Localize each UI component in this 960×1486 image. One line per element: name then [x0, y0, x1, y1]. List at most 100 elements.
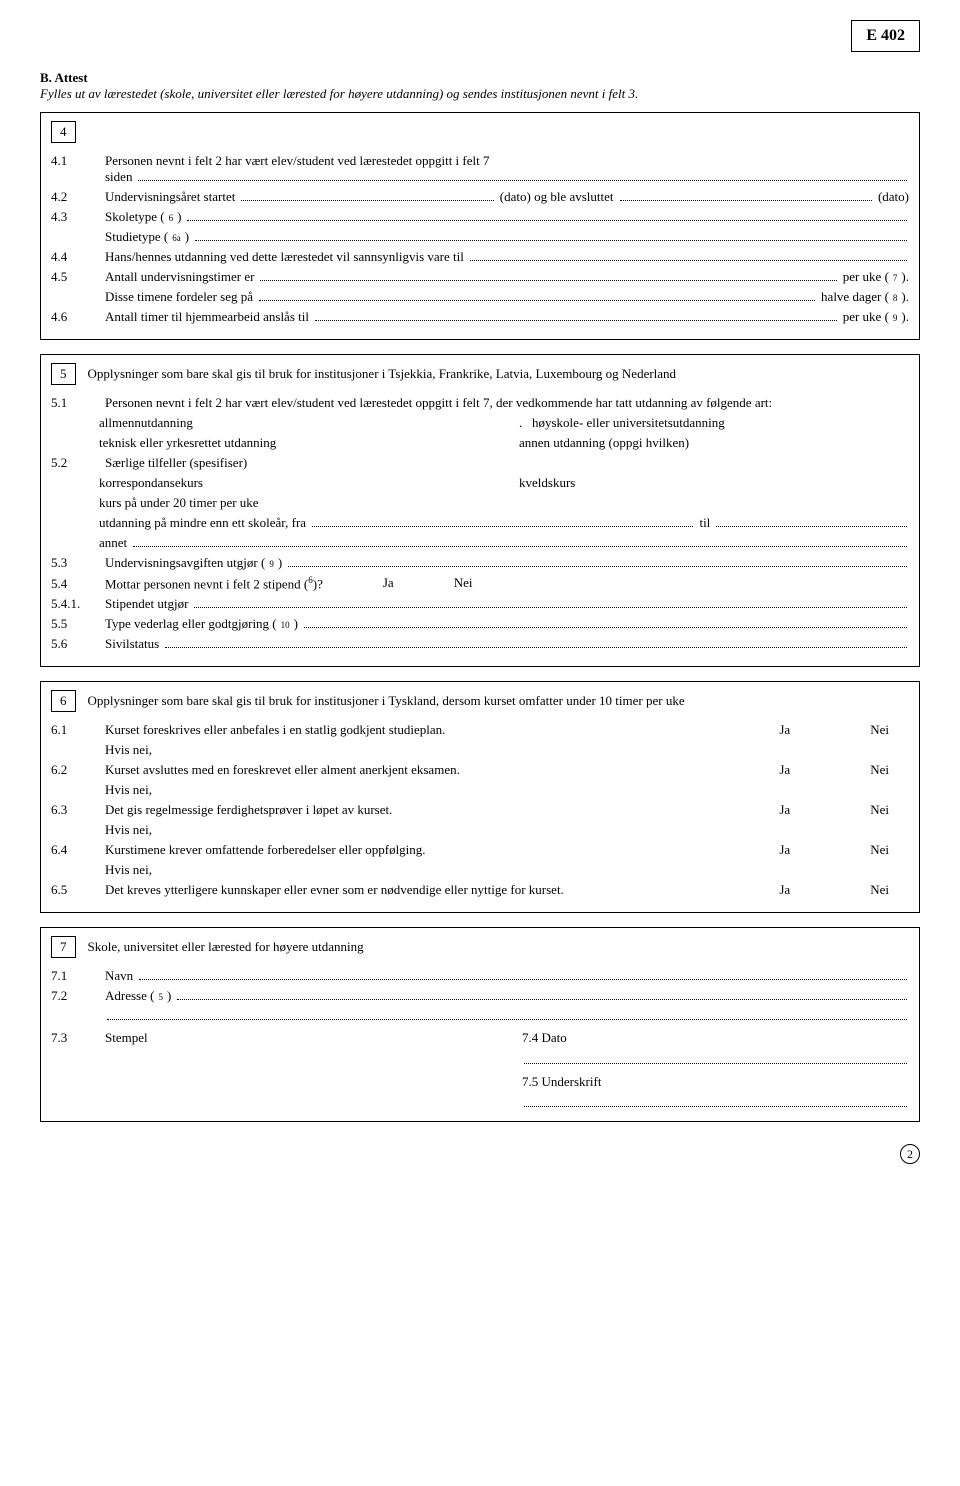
fill-line[interactable] [288, 555, 907, 567]
item-4-1-text-a: Personen nevnt i felt 2 har vært elev/st… [105, 153, 490, 168]
item-7-2-a: Adresse ( [105, 988, 154, 1004]
footnote-ref: 9 [893, 313, 898, 323]
fill-line[interactable] [716, 515, 907, 527]
option-yes[interactable]: Ja [779, 762, 790, 778]
option-skoleaar-b: til [699, 515, 710, 531]
footnote-ref: 6 [169, 213, 174, 223]
if-no-label: Hvis nei, [105, 782, 909, 798]
item-7-1-num: 7.1 [51, 968, 99, 984]
item-5-4-1-num: 5.4.1. [51, 596, 99, 612]
footnote-ref: 7 [893, 273, 898, 283]
item-4-3-a: Skoletype ( [105, 209, 165, 225]
option-hoyskole: høyskole- eller universitetsutdanning [532, 415, 725, 430]
option-annen: annen utdanning (oppgi hvilken) [519, 435, 909, 451]
item-6-3-a: Det gis regelmessige ferdighetsprøver i … [105, 802, 779, 818]
page-number: 2 [900, 1144, 920, 1164]
header-title: B. Attest [40, 70, 920, 86]
item-7-3-num: 7.3 [51, 1030, 99, 1046]
item-5-3-num: 5.3 [51, 555, 99, 571]
option-no[interactable]: Nei [870, 882, 889, 898]
item-4-2-b: (dato) og ble avsluttet [500, 189, 614, 205]
fill-line[interactable] [139, 969, 907, 981]
option-no[interactable]: Nei [454, 575, 473, 592]
item-6-4-num: 6.4 [51, 842, 99, 858]
item-5-3-b: ) [278, 555, 282, 571]
fill-line[interactable] [165, 637, 907, 649]
fill-line[interactable] [107, 1008, 907, 1020]
item-5-5-b: ) [294, 616, 298, 632]
option-no[interactable]: Nei [870, 722, 889, 738]
item-4-5-f: ). [901, 289, 909, 305]
fill-line[interactable] [195, 229, 907, 241]
option-yes[interactable]: Ja [383, 575, 394, 592]
item-7-2-num: 7.2 [51, 988, 99, 1004]
fill-line[interactable] [194, 597, 907, 609]
item-4-5-num: 4.5 [51, 269, 99, 285]
item-4-6-a: Antall timer til hjemmearbeid anslås til [105, 309, 309, 325]
option-allmenn: allmennutdanning [99, 415, 489, 431]
fill-line[interactable] [133, 535, 907, 547]
item-6-4-a: Kurstimene krever omfattende forberedels… [105, 842, 779, 858]
item-5-2-num: 5.2 [51, 455, 99, 471]
item-7-4-label: 7.4 Dato [522, 1030, 909, 1046]
if-no-label: Hvis nei, [105, 822, 909, 838]
footnote-ref: 9 [269, 559, 274, 569]
footnote-ref: 10 [281, 620, 290, 630]
item-5-3-a: Undervisningsavgiften utgjør ( [105, 555, 265, 571]
fill-line[interactable] [260, 269, 836, 281]
fill-line[interactable] [524, 1096, 907, 1108]
section-7-number: 7 [51, 936, 76, 958]
item-4-6-b: per uke ( [843, 309, 889, 325]
fill-line[interactable] [315, 309, 837, 321]
item-5-1-a: Personen nevnt i felt 2 har vært elev/st… [105, 395, 909, 411]
item-4-3-c: Studietype ( [105, 229, 168, 245]
option-yes[interactable]: Ja [779, 722, 790, 738]
option-yes[interactable]: Ja [779, 842, 790, 858]
item-6-5-num: 6.5 [51, 882, 99, 898]
item-4-4-num: 4.4 [51, 249, 99, 265]
section-5-number: 5 [51, 363, 76, 385]
fill-line[interactable] [620, 189, 872, 201]
item-6-3-num: 6.3 [51, 802, 99, 818]
item-5-4-1-a: Stipendet utgjør [105, 596, 188, 612]
header-subtitle: Fylles ut av lærestedet (skole, universi… [40, 86, 920, 102]
option-yes[interactable]: Ja [779, 882, 790, 898]
section-7-title: Skole, universitet eller lærested for hø… [88, 936, 364, 955]
fill-line[interactable] [138, 169, 907, 181]
fill-line[interactable] [470, 249, 907, 261]
option-skoleaar-a: utdanning på mindre enn ett skoleår, fra [99, 515, 306, 531]
item-6-1-num: 6.1 [51, 722, 99, 738]
section-6-number: 6 [51, 690, 76, 712]
section-6: 6 Opplysninger som bare skal gis til bru… [40, 681, 920, 913]
item-5-5-a: Type vederlag eller godtgjøring ( [105, 616, 277, 632]
item-4-3-d: ) [185, 229, 189, 245]
option-no[interactable]: Nei [870, 842, 889, 858]
option-20timer: kurs på under 20 timer per uke [99, 495, 259, 511]
item-4-5-a: Antall undervisningstimer er [105, 269, 254, 285]
footnote-ref: 5 [158, 992, 163, 1002]
option-no[interactable]: Nei [870, 802, 889, 818]
fill-line[interactable] [187, 209, 907, 221]
fill-line[interactable] [312, 515, 693, 527]
option-no[interactable]: Nei [870, 762, 889, 778]
item-5-6-a: Sivilstatus [105, 636, 159, 652]
item-4-3-b: ) [177, 209, 181, 225]
fill-line[interactable] [304, 617, 907, 629]
option-yes[interactable]: Ja [779, 802, 790, 818]
fill-line[interactable] [259, 289, 815, 301]
item-4-5-d: Disse timene fordeler seg på [105, 289, 253, 305]
item-4-2-num: 4.2 [51, 189, 99, 205]
fill-line[interactable] [241, 189, 493, 201]
item-6-2-num: 6.2 [51, 762, 99, 778]
option-kveldskurs: kveldskurs [519, 475, 909, 491]
section-7: 7 Skole, universitet eller lærested for … [40, 927, 920, 1122]
option-korrespondanse: korrespondansekurs [99, 475, 489, 491]
item-7-2-b: ) [167, 988, 171, 1004]
fill-line[interactable] [524, 1052, 907, 1064]
fill-line[interactable] [177, 989, 907, 1001]
item-5-4-a: Mottar personen nevnt i felt 2 stipend ( [105, 576, 308, 591]
form-code: E 402 [851, 20, 920, 52]
item-5-1-num: 5.1 [51, 395, 99, 411]
item-6-5-a: Det kreves ytterligere kunnskaper eller … [105, 882, 779, 898]
section-b-header: B. Attest Fylles ut av lærestedet (skole… [40, 70, 920, 102]
